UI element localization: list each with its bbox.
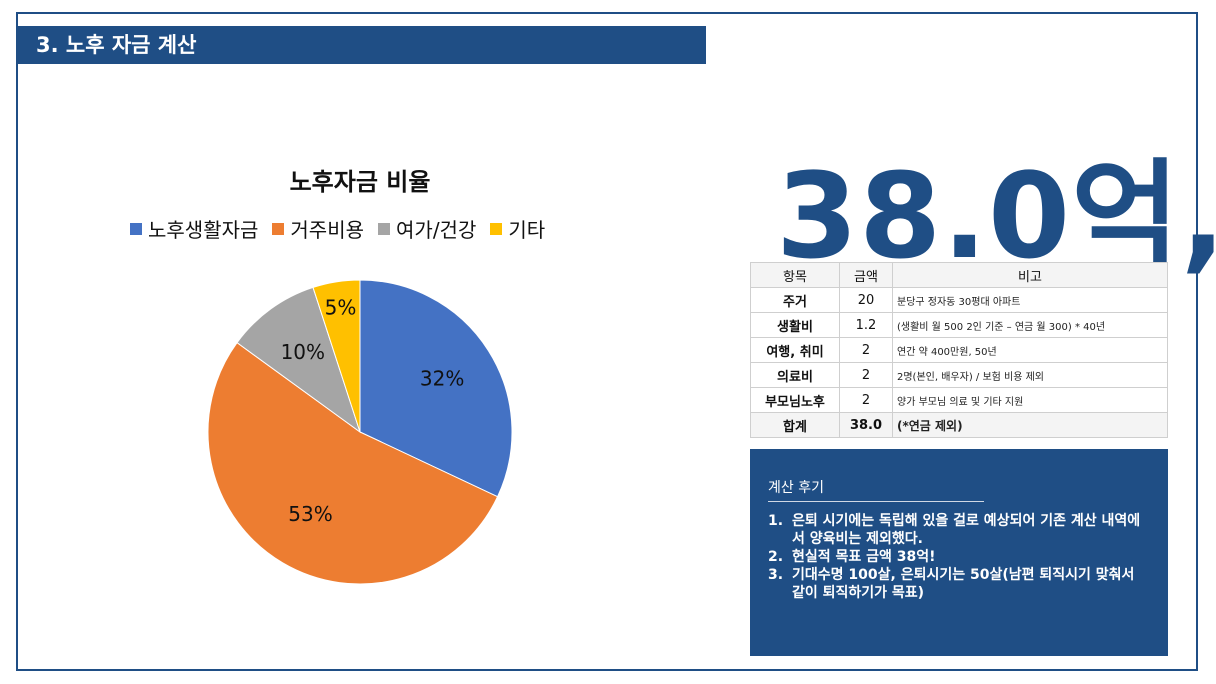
legend-label: 노후생활자금 <box>148 218 259 242</box>
pie-slice <box>359 279 513 498</box>
list-item-text: 현실적 목표 금액 38억! <box>792 549 936 565</box>
row-note: 양가 부모님 의료 및 기타 지원 <box>892 387 1168 413</box>
total-amount: 38.0 <box>839 412 893 438</box>
list-item-number: 3. <box>768 567 784 583</box>
pie-slice <box>312 279 361 433</box>
row-amount: 20 <box>839 287 893 313</box>
header-item: 항목 <box>750 262 840 288</box>
list-item-number: 2. <box>768 549 784 565</box>
legend-swatch <box>378 222 391 235</box>
list-item-text: 기대수명 100살, 은퇴시기는 50살(남편 퇴직시기 맞춰서 같이 퇴직하기… <box>792 567 1135 601</box>
table-row: 부모님노후 2 양가 부모님 의료 및 기타 지원 <box>750 387 1168 413</box>
list-item-number: 1. <box>768 513 784 529</box>
data-label: 10% <box>281 340 325 364</box>
table-row: 여행, 취미 2 연간 약 400만원, 50년 <box>750 337 1168 363</box>
row-item: 의료비 <box>750 362 840 388</box>
row-amount: 1.2 <box>839 312 893 338</box>
legend-label: 기타 <box>508 218 546 242</box>
notes-heading: 계산 후기 <box>768 477 984 502</box>
list-item: 1. 은퇴 시기에는 독립해 있을 걸로 예상되어 기존 계산 내역에서 양육비… <box>768 512 1150 548</box>
row-item: 여행, 취미 <box>750 337 840 363</box>
slide-frame <box>16 12 1198 671</box>
row-amount: 2 <box>839 387 893 413</box>
row-amount: 2 <box>839 337 893 363</box>
total-note: (*연금 제외) <box>892 412 1168 438</box>
legend-swatch <box>130 222 142 235</box>
row-item: 주거 <box>750 287 840 313</box>
pie-slice <box>236 286 361 434</box>
legend-item: 노후생활자금 <box>130 214 258 243</box>
row-item: 부모님노후 <box>750 387 840 413</box>
legend-label: 여가/건강 <box>396 218 477 242</box>
list-item: 3. 기대수명 100살, 은퇴시기는 50살(남편 퇴직시기 맞춰서 같이 퇴… <box>768 566 1150 602</box>
legend-item: 거주비용 <box>272 214 364 243</box>
row-note: (생활비 월 500 2인 기준 – 연금 월 300) * 40년 <box>892 312 1168 338</box>
header-amount: 금액 <box>839 262 893 288</box>
pie-chart: 32% 53% 10% 5% 노후자금 비율 노후생활자금 거주비용 여가/건강 기타 <box>100 150 640 610</box>
legend-item: 여가/건강 <box>378 214 476 243</box>
header-note: 비고 <box>892 262 1168 288</box>
legend-item: 기타 <box>490 214 545 243</box>
pie-slice <box>207 341 499 585</box>
row-note: 분당구 정자동 30평대 아파트 <box>892 287 1168 313</box>
legend-swatch <box>272 222 285 235</box>
chart-legend: 노후생활자금 거주비용 여가/건강 기타 <box>130 214 545 243</box>
cost-breakdown-table: 항목 금액 비고 주거 20 분당구 정자동 30평대 아파트 생활비 1.2 … <box>750 262 1168 438</box>
data-label: 32% <box>420 366 464 390</box>
notes-list: 1. 은퇴 시기에는 독립해 있을 걸로 예상되어 기존 계산 내역에서 양육비… <box>768 512 1150 602</box>
row-amount: 2 <box>839 362 893 388</box>
legend-label: 거주비용 <box>290 218 365 242</box>
table-header-row: 항목 금액 비고 <box>750 262 1168 288</box>
list-item-text: 은퇴 시기에는 독립해 있을 걸로 예상되어 기존 계산 내역에서 양육비는 제… <box>792 513 1141 547</box>
row-item: 생활비 <box>750 312 840 338</box>
data-label: 5% <box>325 295 357 319</box>
chart-title: 노후자금 비율 <box>289 168 431 196</box>
pie-chart-svg: 32% 53% 10%5% <box>207 279 513 585</box>
table-row: 의료비 2 2명(본인, 배우자) / 보험 비용 제외 <box>750 362 1168 388</box>
legend-swatch <box>490 222 503 235</box>
total-item: 합계 <box>750 412 840 438</box>
page-title: 3. 노후 자금 계산 <box>18 26 706 64</box>
table-row: 생활비 1.2 (생활비 월 500 2인 기준 – 연금 월 300) * 4… <box>750 312 1168 338</box>
table-row: 주거 20 분당구 정자동 30평대 아파트 <box>750 287 1168 313</box>
row-note: 2명(본인, 배우자) / 보험 비용 제외 <box>892 362 1168 388</box>
row-note: 연간 약 400만원, 50년 <box>892 337 1168 363</box>
data-label: 53% <box>288 502 332 526</box>
calculation-notes-panel: 계산 후기 1. 은퇴 시기에는 독립해 있을 걸로 예상되어 기존 계산 내역… <box>750 449 1168 656</box>
list-item: 2. 현실적 목표 금액 38억! <box>768 548 1150 566</box>
table-total-row: 합계 38.0 (*연금 제외) <box>750 412 1168 438</box>
